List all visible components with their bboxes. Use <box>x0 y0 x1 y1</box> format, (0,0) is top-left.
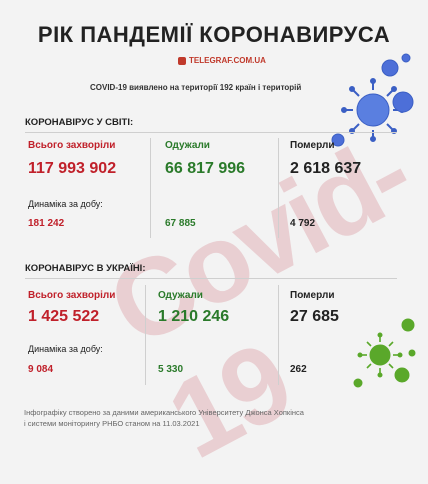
ukraine-dyn-recovered: 5 330 <box>158 364 184 375</box>
subtitle: COVID-19 виявлено на території 192 країн… <box>90 83 302 92</box>
ukraine-recovered-label: Одужали <box>158 290 203 301</box>
ukraine-recovered-value: 1 210 246 <box>158 308 230 325</box>
world-section-heading: КОРОНАВІРУС У СВІТІ: <box>25 117 134 128</box>
ukraine-dyn-total: 9 084 <box>28 364 54 375</box>
ukraine-died-value: 27 685 <box>290 308 339 325</box>
divider <box>150 138 151 238</box>
world-total-label: Всього захворіли <box>28 140 116 151</box>
divider <box>25 278 397 279</box>
footer-line-2: і системи моніторингу РНБО станом на 11.… <box>24 419 200 428</box>
divider <box>278 285 279 385</box>
world-dynamics-label: Динаміка за добу: <box>28 199 103 209</box>
divider <box>145 285 146 385</box>
world-total-value: 117 993 902 <box>28 160 117 177</box>
divider <box>25 132 397 133</box>
world-died-label: Померли <box>290 140 335 151</box>
green-virus-illustration <box>353 318 416 388</box>
brand-logo[interactable]: TELEGRAF.COM.UA <box>178 56 266 65</box>
world-dyn-recovered: 67 885 <box>165 218 196 229</box>
brand-icon <box>178 56 186 65</box>
ukraine-dyn-died: 262 <box>290 364 307 375</box>
blue-virus-illustration <box>331 53 414 147</box>
ukraine-dynamics-label: Динаміка за добу: <box>28 344 103 354</box>
footer-note: Інфографіку створено за даними американс… <box>24 407 404 429</box>
world-recovered-value: 66 817 996 <box>165 160 246 177</box>
ukraine-section-heading: КОРОНАВІРУС В УКРАЇНІ: <box>25 263 146 274</box>
footer-line-1: Інфографіку створено за даними американс… <box>24 408 304 417</box>
brand-label: TELEGRAF.COM.UA <box>189 56 266 65</box>
world-dyn-died: 4 792 <box>290 218 316 229</box>
ukraine-total-label: Всього захворіли <box>28 290 116 301</box>
ukraine-total-value: 1 425 522 <box>28 308 100 325</box>
divider <box>278 138 279 238</box>
world-died-value: 2 618 637 <box>290 160 362 177</box>
ukraine-died-label: Померли <box>290 290 335 301</box>
world-dyn-total: 181 242 <box>28 218 65 229</box>
page-title: РІК ПАНДЕМІЇ КОРОНАВИРУСА <box>37 22 391 47</box>
world-recovered-label: Одужали <box>165 140 210 151</box>
